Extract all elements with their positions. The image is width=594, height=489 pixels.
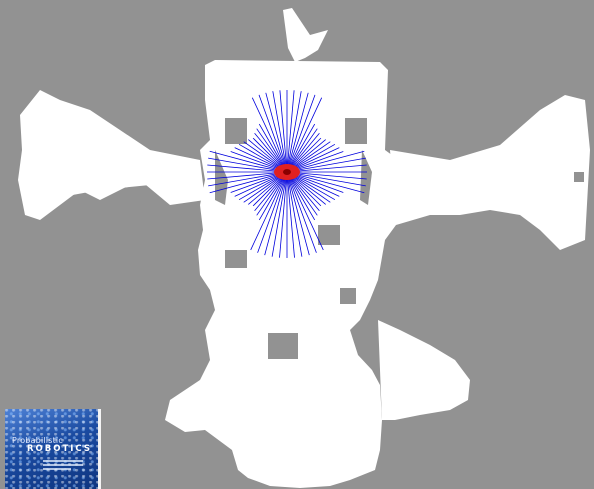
scan-beam [258,123,288,173]
scan-beam [286,92,309,173]
scan-beam [207,164,288,173]
obstacle [345,118,367,144]
book-cover-background [5,409,101,489]
scan-beam [286,171,310,256]
scan-beam [250,171,288,251]
scan-beam [286,171,365,194]
free-space-left-corridor [40,130,200,200]
scan-beam [286,171,295,258]
scan-beam [271,171,288,257]
scan-beam [258,171,288,221]
scan-beam [208,157,288,173]
scan-beam [257,171,288,253]
scan-beam [279,90,288,173]
scan-beam [286,94,316,173]
book-cover-thumbnail: Probabilistic ROBOTICS [5,409,101,489]
obstacle [318,225,340,245]
scan-beam [286,164,367,173]
obstacle [574,172,584,182]
free-space-right-arm [390,95,590,250]
scan-beam [286,171,367,180]
scan-beam [264,171,288,256]
scan-beam [286,171,366,187]
scan-beam [265,92,288,173]
free-space-lower-left [165,380,205,432]
robot-pose [274,164,300,180]
book-title-line2: ROBOTICS [27,444,92,454]
obstacle [225,250,247,268]
scan-beam [208,171,288,187]
scan-beam [286,91,302,173]
free-space-lower-right [378,320,470,420]
scan-beam [286,171,303,257]
scan-beam [286,171,324,251]
scan-beam [286,171,317,253]
scan-beam [272,91,288,173]
scan-beam [251,97,288,173]
book-authors-text [43,460,83,472]
obstacle [360,150,372,205]
robot-marker [283,169,291,175]
scan-beam [286,157,366,173]
obstacle [225,118,247,144]
scan-beam [286,150,365,173]
scan-beam [286,123,316,173]
scan-beam [279,171,288,258]
scan-beam [258,94,288,173]
obstacle [268,333,298,359]
scan-beam [209,171,288,194]
book-title-line1: Probabilistic [12,436,63,445]
free-space-top-spike [283,8,328,62]
scan-beam [286,90,295,173]
scan-beam [209,150,288,173]
book-cover-spine [98,409,101,489]
scan-beam [207,171,288,180]
laser-scan-beams [207,90,367,258]
scan-beam [286,171,316,221]
obstacle [340,288,356,304]
scan-beam [286,97,323,173]
